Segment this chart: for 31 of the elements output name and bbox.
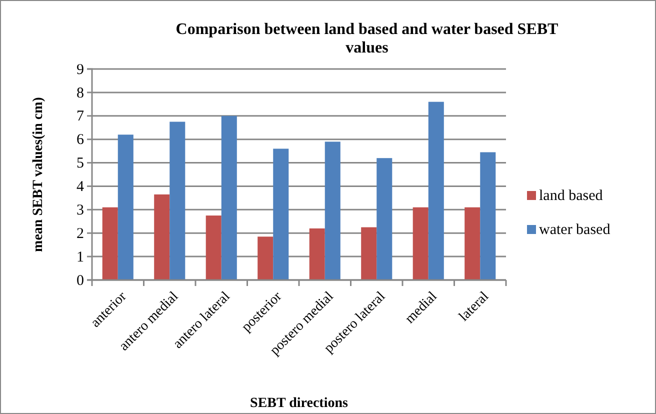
chart-title: Comparison between land based and water based SEBT values: [176, 21, 559, 56]
x-axis-title: SEBT directions: [250, 396, 348, 411]
y-tick-label: 0: [76, 272, 84, 289]
bar: [324, 142, 340, 280]
y-tick-label: 1: [76, 249, 84, 266]
y-tick-label: 7: [76, 108, 84, 125]
bar: [102, 207, 118, 280]
bar: [309, 228, 325, 280]
bar: [412, 207, 428, 280]
bar: [361, 227, 377, 280]
bar: [170, 122, 186, 280]
y-tick-label: 6: [76, 132, 84, 148]
bar: [428, 102, 444, 280]
legend-label: land based: [539, 188, 604, 204]
bar: [273, 148, 289, 280]
y-tick-label: 3: [76, 202, 84, 218]
y-axis-title: mean SEBT values(in cm): [31, 96, 46, 252]
bar: [221, 116, 237, 280]
bar: [464, 207, 480, 280]
bar: [118, 134, 134, 280]
bar: [376, 158, 392, 280]
y-tick-label: 4: [76, 179, 84, 196]
y-tick-label: 8: [76, 85, 84, 102]
bar: [154, 194, 170, 280]
bar: [258, 236, 274, 280]
legend-label: water based: [539, 222, 611, 238]
bar: [480, 152, 496, 280]
y-tick-label: 2: [76, 226, 84, 242]
bar: [206, 216, 222, 280]
y-tick-label: 9: [76, 62, 84, 78]
y-tick-label: 5: [76, 156, 84, 172]
